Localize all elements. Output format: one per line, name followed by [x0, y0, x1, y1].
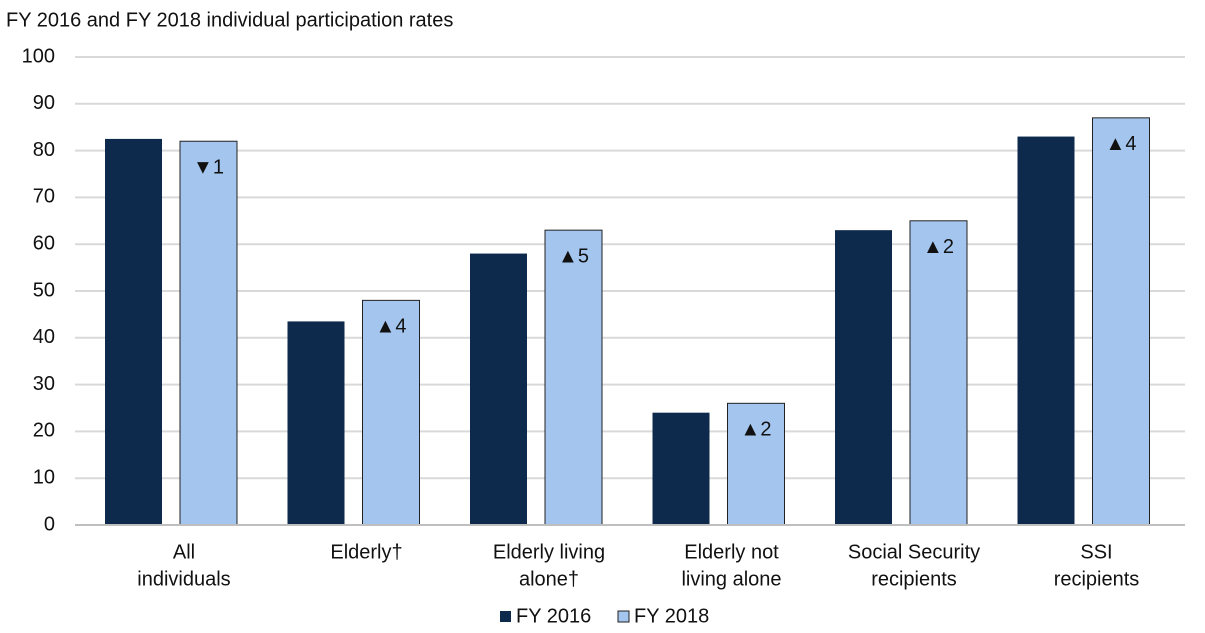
bar — [179, 140, 238, 526]
x-tick-label: recipients — [1054, 568, 1140, 590]
bar — [362, 299, 420, 526]
y-tick-label: 90 — [33, 92, 55, 114]
x-tick-label: Elderly living — [493, 541, 605, 563]
x-tick-label: SSI — [1080, 541, 1112, 563]
bar — [470, 253, 527, 525]
legend-label: FY 2018 — [634, 605, 709, 627]
y-tick-label: 40 — [33, 326, 55, 348]
y-tick-label: 20 — [33, 420, 55, 442]
x-tick-label: living alone — [681, 568, 781, 590]
change-label: ▲4 — [1106, 133, 1137, 155]
x-tick-label: alone† — [519, 568, 579, 590]
y-tick-label: 50 — [33, 279, 55, 301]
x-tick-label: Social Security — [848, 541, 980, 563]
change-label: ▲2 — [741, 419, 772, 441]
change-label: ▼1 — [193, 157, 224, 179]
legend-swatch — [500, 611, 511, 622]
legend-swatch — [617, 610, 630, 623]
x-tick-label: All — [173, 541, 195, 563]
x-tick-label: Elderly† — [330, 541, 402, 563]
bar — [727, 402, 785, 526]
bar — [287, 321, 345, 525]
bar — [1017, 136, 1075, 525]
x-tick-label: Elderly not — [684, 541, 779, 563]
bar — [544, 229, 603, 526]
y-tick-label: 70 — [33, 186, 55, 208]
x-tick-label: individuals — [137, 568, 230, 590]
y-tick-label: 60 — [33, 232, 55, 254]
x-tick-label: recipients — [871, 568, 957, 590]
chart-title: FY 2016 and FY 2018 individual participa… — [6, 9, 453, 31]
legend-label: FY 2016 — [516, 605, 591, 627]
y-tick-label: 30 — [33, 373, 55, 395]
bar — [835, 230, 892, 525]
bar — [909, 220, 968, 526]
y-tick-label: 100 — [22, 45, 55, 67]
y-tick-label: 80 — [33, 139, 55, 161]
y-tick-label: 10 — [33, 466, 55, 488]
bar — [105, 138, 162, 525]
bar — [1092, 117, 1150, 526]
change-label: ▲5 — [558, 245, 589, 267]
change-label: ▲4 — [376, 316, 407, 338]
y-tick-label: 0 — [44, 513, 55, 535]
bar — [652, 412, 710, 525]
change-label: ▲2 — [923, 236, 954, 258]
